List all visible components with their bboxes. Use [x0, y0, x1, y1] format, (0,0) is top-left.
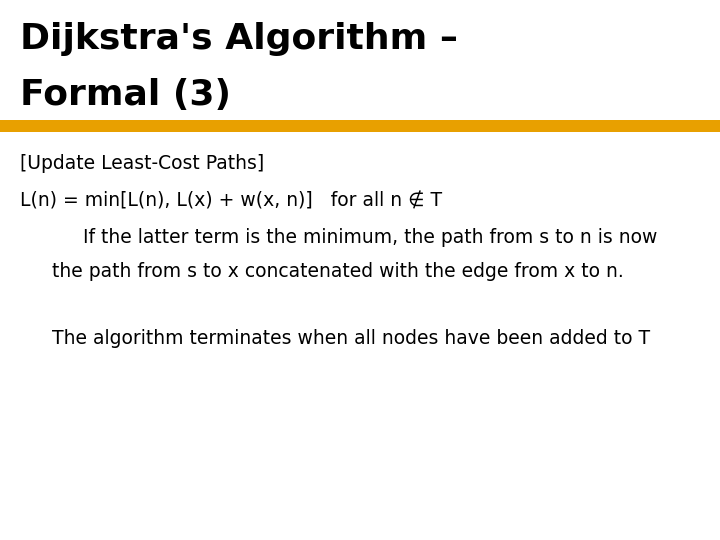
Text: Formal (3): Formal (3) [20, 78, 231, 112]
Text: [Update Least-Cost Paths]: [Update Least-Cost Paths] [20, 154, 264, 173]
Text: If the latter term is the minimum, the path from s to n is now: If the latter term is the minimum, the p… [83, 228, 657, 247]
Text: The algorithm terminates when all nodes have been added to T: The algorithm terminates when all nodes … [52, 329, 650, 348]
Bar [0, 120, 720, 132]
Text: Dijkstra's Algorithm –: Dijkstra's Algorithm – [20, 22, 458, 56]
Text: the path from s to x concatenated with the edge from x to n.: the path from s to x concatenated with t… [52, 262, 624, 281]
Text: L(n) = min[L(n), L(x) + w(x, n)]   for all n ∉ T: L(n) = min[L(n), L(x) + w(x, n)] for all… [20, 192, 442, 211]
